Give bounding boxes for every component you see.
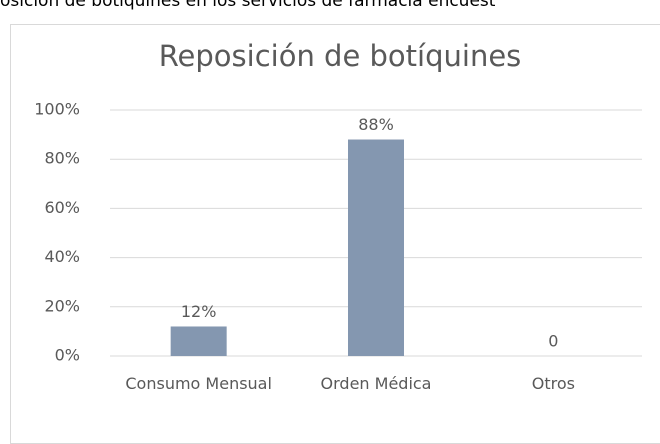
data-label: 88% [358,115,394,134]
y-tick-label: 60% [44,198,80,217]
y-tick-label: 40% [44,247,80,266]
chart-title: Reposición de botíquines [159,39,522,73]
x-tick-label: Otros [531,374,575,393]
x-tick-label: Orden Médica [320,374,432,393]
y-tick-label: 80% [44,149,80,168]
y-tick-label: 100% [34,100,80,119]
x-tick-label: Consumo Mensual [125,374,272,393]
y-tick-label: 20% [44,296,80,315]
data-label: 0 [548,332,558,351]
bar [170,326,227,356]
bar [348,139,404,356]
data-label: 12% [181,302,217,321]
y-tick-label: 0% [55,346,80,365]
caption: osición de botiquines en los servicios d… [0,0,496,11]
